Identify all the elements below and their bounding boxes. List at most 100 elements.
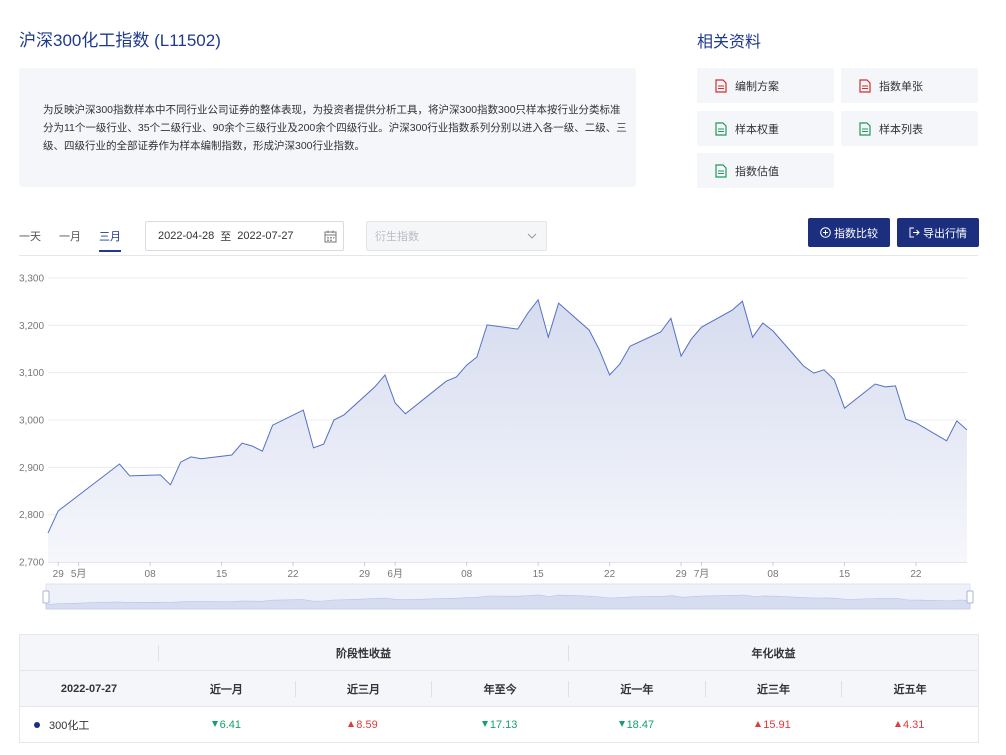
group-header: 阶段性收益 [158, 644, 568, 661]
date-range-input[interactable]: 2022-04-28 至 2022-07-27 [145, 221, 344, 251]
row-name-text: 300化工 [49, 719, 90, 732]
resource-link[interactable]: 指数单张 [841, 68, 978, 103]
x-tick-label: 08 [145, 569, 157, 580]
value-text: 15.91 [763, 718, 791, 731]
value-text: 6.41 [219, 718, 242, 731]
group-header: 年化收益 [568, 644, 978, 661]
date-to: 2022-07-27 [237, 230, 294, 242]
resource-link[interactable]: 指数估值 [697, 153, 834, 188]
column-header: 近一年 [568, 680, 705, 697]
return-value: 6.41 [158, 719, 295, 731]
file-icon [715, 163, 727, 178]
x-tick-label: 15 [216, 569, 228, 580]
derivative-select[interactable]: 衍生指数 [366, 221, 547, 251]
x-tick-label: 15 [533, 569, 545, 580]
value-text: 8.59 [356, 718, 378, 731]
file-icon [859, 121, 871, 136]
line [47, 298, 968, 534]
trend-arrow [618, 720, 625, 727]
column-header: 近三月 [294, 680, 432, 697]
range-tab[interactable]: 三月 [99, 228, 121, 252]
range-tab[interactable]: 一月 [59, 231, 81, 243]
export-button[interactable]: 导出行情 [897, 218, 979, 247]
x-tick-label: 29 [359, 569, 371, 580]
x-tick-label: 6月 [387, 568, 403, 580]
navigator-handle[interactable] [966, 590, 974, 604]
button-label: 指数比较 [834, 227, 878, 240]
value-text: 17.13 [489, 718, 518, 731]
x-tick-label: 29 [676, 569, 688, 580]
description-text: 为反映沪深300指数样本中不同行业公司证券的整体表现，为投资者提供分析工具，将沪… [43, 103, 627, 152]
x-tick-label: 08 [767, 569, 779, 580]
y-tick-label: 3,200 [19, 321, 44, 332]
file-icon [715, 121, 727, 136]
x-tick-label: 22 [288, 569, 300, 580]
select-placeholder: 衍生指数 [375, 231, 419, 243]
y-tick-label: 3,100 [19, 368, 44, 379]
resource-link[interactable]: 样本权重 [697, 111, 834, 146]
trend-arrow [481, 720, 488, 727]
value-text: 18.47 [626, 718, 655, 731]
x-tick-label: 22 [604, 569, 616, 580]
export-icon [909, 227, 920, 238]
table-row: 300化工 6.41 8.59 17.13 18.47 15.91 4.31 [20, 706, 978, 742]
resource-link[interactable]: 样本列表 [841, 111, 978, 146]
return-value: 17.13 [431, 719, 568, 731]
column-header: 近一月 [209, 683, 243, 696]
separator [19, 255, 978, 256]
resource-label: 指数单张 [879, 80, 923, 93]
y-tick-label: 3,000 [19, 416, 44, 427]
file-icon [715, 78, 727, 93]
table-group-row: 阶段性收益 年化收益 [20, 635, 978, 670]
x-tick-label: 29 [53, 569, 65, 580]
y-tick-label: 3,300 [19, 274, 44, 285]
plus-icon [820, 227, 831, 238]
resource-label: 编制方案 [735, 80, 779, 93]
table-header-row: 2022-07-27 近一月 近三月 年至今 近一年 近三年 近五年 [20, 670, 978, 706]
date-header: 2022-07-27 [60, 682, 118, 695]
range-tab[interactable]: 一天 [19, 231, 41, 243]
return-value: 15.91 [705, 719, 842, 731]
date-from: 2022-04-28 [158, 230, 215, 242]
resources-title: 相关资料 [697, 34, 762, 51]
x-tick-label: 15 [839, 569, 851, 580]
row-name: 300化工 [20, 717, 158, 733]
date-sep: 至 [220, 231, 232, 243]
chart: 2,700 2,800 2,900 3,000 3,100 3,200 3,300 29 5月 0… [19, 274, 974, 610]
resource-link[interactable]: 编制方案 [697, 68, 834, 103]
navigator-handle[interactable] [42, 590, 50, 604]
value-text: 4.31 [902, 718, 925, 731]
x-tick-label: 22 [910, 569, 922, 580]
calendar-icon [324, 230, 337, 242]
column-header: 年至今 [431, 680, 568, 697]
column-header: 近五年 [841, 680, 978, 697]
return-value: 8.59 [295, 719, 432, 731]
chevron [527, 233, 537, 239]
trend-arrow [348, 720, 355, 727]
y-tick-label: 2,800 [19, 510, 44, 521]
trend-arrow [894, 720, 901, 727]
return-value: 4.31 [841, 719, 978, 731]
description: 为反映沪深300指数样本中不同行业公司证券的整体表现，为投资者提供分析工具，将沪… [19, 68, 636, 187]
returns-table: 阶段性收益 年化收益 2022-07-27 近一月 近三月 年至今 近一年 近三年 近五年 300… [19, 634, 979, 743]
y-tick-label: 2,700 [19, 558, 44, 569]
trend-arrow [211, 720, 218, 727]
resource-label: 样本权重 [735, 123, 779, 136]
x-tick-label: 5月 [71, 568, 87, 580]
navigator-area [45, 594, 971, 610]
column-header: 近三年 [704, 680, 842, 697]
compare-button[interactable]: 指数比较 [808, 218, 890, 247]
resource-label: 样本列表 [879, 123, 923, 136]
index-title: 沪深300化工指数 (L11502) [19, 31, 221, 50]
resource-label: 指数估值 [735, 165, 779, 178]
x-tick-label: 08 [461, 569, 473, 580]
area [48, 299, 967, 562]
button-label: 导出行情 [923, 227, 967, 240]
trend-arrow [755, 720, 762, 727]
file-icon [859, 78, 871, 93]
series-dot [34, 721, 40, 728]
y-tick-label: 2,900 [19, 463, 44, 474]
x-tick-label: 7月 [694, 568, 710, 580]
return-value: 18.47 [568, 719, 705, 731]
